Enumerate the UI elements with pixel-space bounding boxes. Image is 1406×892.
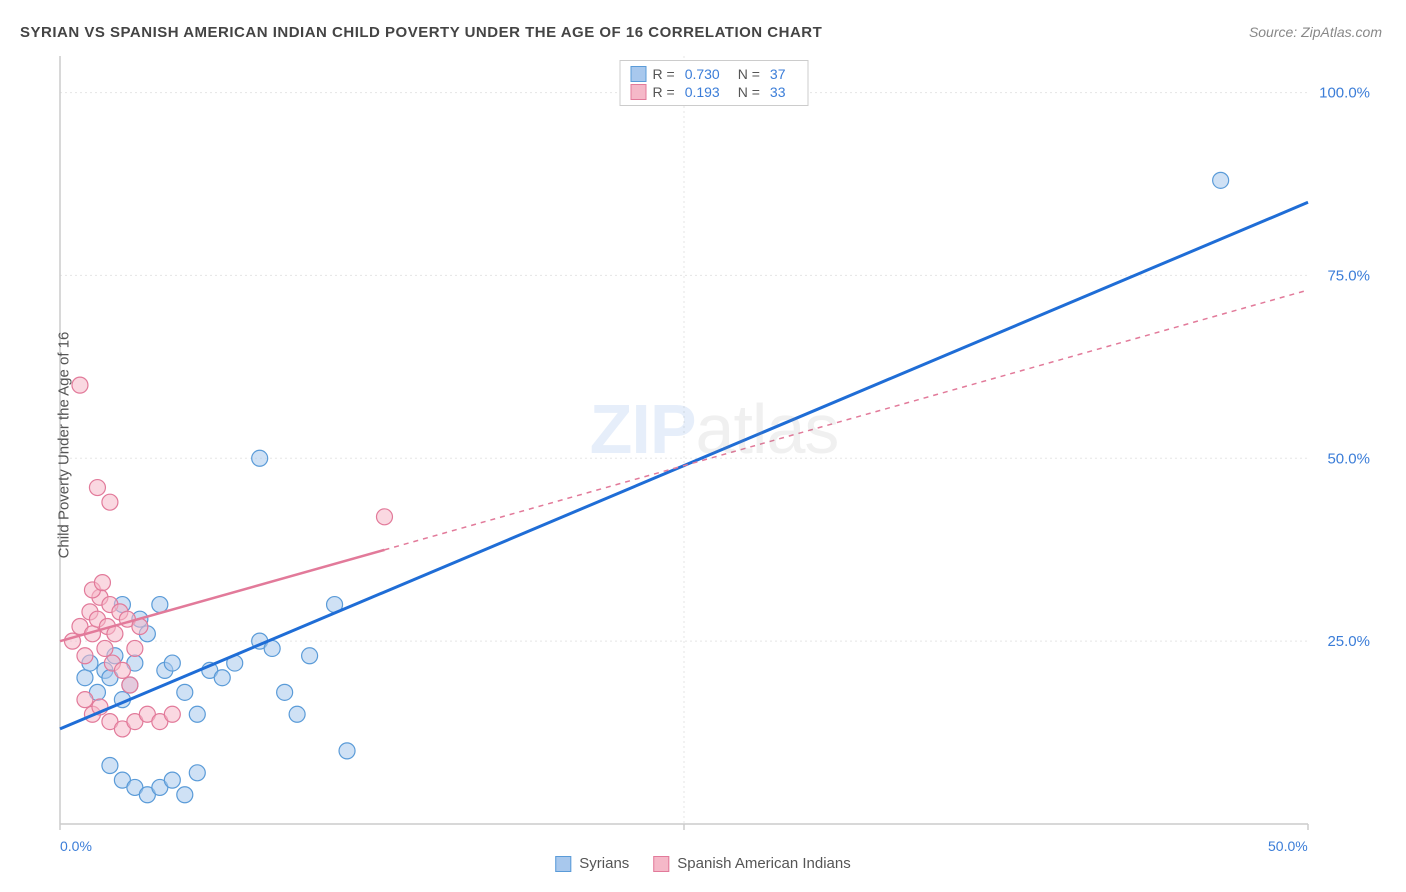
svg-text:50.0%: 50.0% [1327, 450, 1370, 467]
legend-r-label: R = [653, 66, 675, 82]
chart-area: Child Poverty Under the Age of 16 ZIPatl… [50, 56, 1378, 834]
legend-label: Spanish American Indians [677, 855, 850, 872]
legend-swatch [555, 856, 571, 872]
x-axis-tick-label: 50.0% [1268, 838, 1308, 854]
legend-swatch [631, 66, 647, 82]
legend-r-label: R = [653, 84, 675, 100]
legend-swatch [631, 84, 647, 100]
svg-text:25.0%: 25.0% [1327, 633, 1370, 650]
correlation-legend: R = 0.730 N = 37 R = 0.193 N = 33 [620, 60, 809, 106]
legend-r-value: 0.730 [685, 66, 720, 82]
legend-n-value: 33 [770, 84, 786, 100]
chart-title: SYRIAN VS SPANISH AMERICAN INDIAN CHILD … [20, 24, 822, 41]
legend-row: R = 0.193 N = 33 [631, 83, 798, 101]
series-legend: Syrians Spanish American Indians [555, 855, 850, 872]
legend-row: R = 0.730 N = 37 [631, 65, 798, 83]
legend-r-value: 0.193 [685, 84, 720, 100]
legend-item: Syrians [555, 855, 629, 872]
legend-label: Syrians [579, 855, 629, 872]
legend-item: Spanish American Indians [653, 855, 850, 872]
legend-n-label: N = [738, 66, 760, 82]
source-citation: Source: ZipAtlas.com [1249, 24, 1382, 40]
svg-text:75.0%: 75.0% [1327, 267, 1370, 284]
legend-n-label: N = [738, 84, 760, 100]
x-axis-tick-label: 0.0% [60, 838, 92, 854]
legend-swatch [653, 856, 669, 872]
y-axis-label: Child Poverty Under the Age of 16 [56, 332, 73, 559]
scatter-chart: 25.0% 50.0% 75.0% 100.0% [50, 56, 1378, 834]
svg-text:100.0%: 100.0% [1319, 85, 1370, 102]
legend-n-value: 37 [770, 66, 786, 82]
